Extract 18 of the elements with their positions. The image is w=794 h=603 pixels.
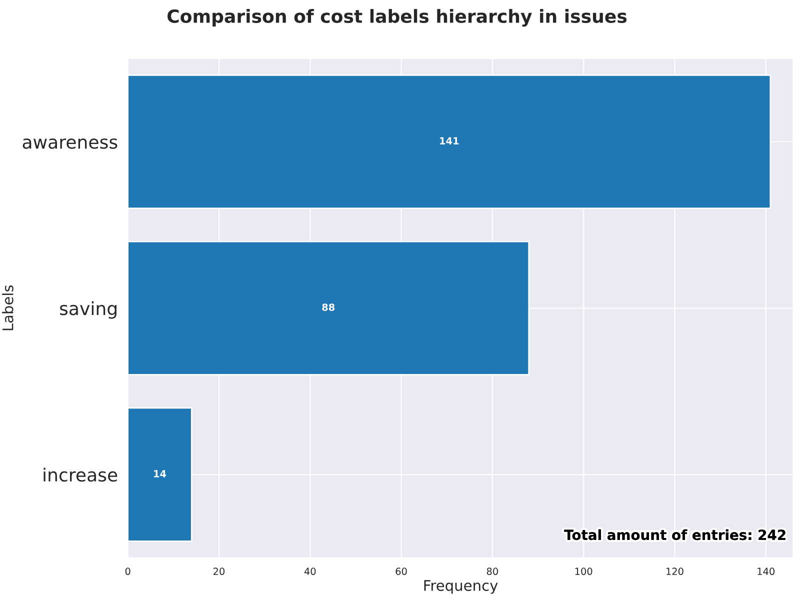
data-label: 141	[440, 137, 459, 144]
y-tick-label: increase	[44, 468, 118, 482]
y-tick-label: awareness	[22, 138, 118, 149]
x-tick-label: 20	[214, 568, 225, 576]
x-tick-label: 0	[125, 568, 130, 576]
x-tick-label: 80	[486, 568, 498, 576]
data-label: 88	[322, 304, 335, 311]
x-tick-label: 100	[575, 568, 592, 576]
x-tick-label: 60	[396, 568, 407, 576]
annotation: Total amount of entries: 242	[564, 529, 786, 540]
x-tick-label: 140	[758, 568, 774, 576]
x-tick-label: 40	[304, 568, 316, 576]
x-axis-title: Frequency	[424, 580, 498, 594]
y-axis-title: Labels	[2, 285, 14, 330]
data-label: 14	[154, 470, 166, 478]
x-tick-label: 120	[666, 568, 684, 576]
y-tick-label: saving	[60, 301, 116, 319]
chart-title: Comparison of cost labels hierarchy in issues	[168, 9, 627, 27]
